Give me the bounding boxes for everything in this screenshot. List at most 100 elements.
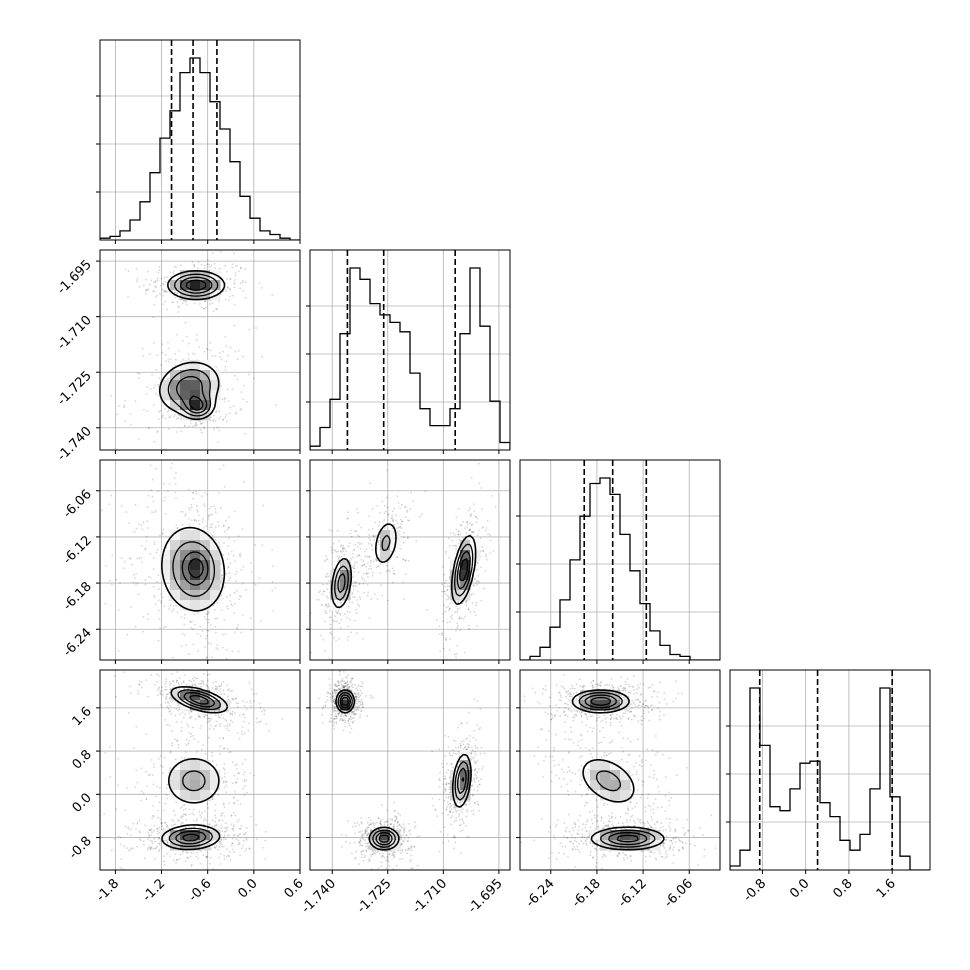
sample-point [245, 837, 248, 840]
sample-point [202, 527, 205, 529]
sample-point [332, 548, 335, 551]
sample-point [455, 605, 458, 608]
sample-point [405, 505, 407, 508]
sample-point [173, 809, 176, 812]
sample-point [225, 270, 228, 273]
sample-point [104, 565, 107, 567]
sample-point [356, 603, 359, 606]
sample-point [336, 611, 339, 614]
sample-point [343, 682, 346, 685]
sample-point [469, 528, 472, 531]
sample-point [325, 576, 328, 579]
sample-point [406, 511, 408, 513]
sample-point [165, 308, 168, 311]
sample-point [226, 605, 229, 608]
sample-point [224, 264, 227, 267]
sample-point [169, 604, 172, 607]
sample-point [449, 810, 451, 813]
sample-point [203, 505, 206, 507]
sample-point [221, 830, 224, 833]
sample-point [225, 781, 228, 783]
sample-point [333, 721, 335, 724]
sample-point [474, 614, 477, 616]
density-cell [160, 830, 171, 841]
sample-point [370, 823, 372, 826]
sample-point [359, 701, 362, 704]
sample-point [182, 716, 185, 719]
sample-point [197, 740, 200, 743]
sample-point [168, 608, 171, 610]
sample-point [159, 692, 162, 695]
sample-point [167, 361, 170, 363]
sample-point [406, 840, 409, 843]
sample-point [457, 534, 460, 536]
sample-point [97, 562, 99, 564]
density-cell [190, 560, 201, 571]
sample-point [386, 469, 389, 472]
sample-point [141, 347, 144, 350]
sample-point [360, 817, 363, 819]
sample-point [186, 683, 188, 686]
sample-point [339, 687, 342, 690]
sample-point [337, 681, 340, 684]
sample-point [386, 859, 389, 862]
sample-point [331, 720, 334, 723]
sample-point [175, 524, 178, 527]
sample-point [473, 802, 476, 804]
sample-point [215, 308, 218, 311]
sample-point [234, 272, 237, 275]
sample-point [359, 839, 362, 842]
sample-point [251, 688, 253, 691]
sample-point [227, 553, 230, 555]
sample-point [331, 697, 334, 699]
density-cell [190, 600, 201, 611]
sample-point [138, 683, 141, 686]
sample-point [176, 679, 178, 682]
sample-point [381, 500, 384, 503]
sample-point [342, 544, 344, 547]
sample-point [172, 301, 175, 304]
sample-point [164, 802, 167, 805]
sample-point [149, 577, 152, 579]
sample-point [185, 644, 188, 646]
sample-point [174, 738, 176, 741]
sample-point [432, 804, 435, 807]
sample-point [128, 849, 131, 852]
sample-point [342, 686, 345, 688]
sample-point [480, 778, 482, 781]
sample-point [211, 840, 213, 842]
sample-point [163, 863, 166, 866]
sample-point [249, 772, 252, 774]
sample-point [219, 843, 222, 845]
sample-point [244, 432, 247, 435]
sample-point [152, 829, 155, 832]
sample-point [214, 820, 217, 823]
sample-point [157, 842, 160, 845]
sample-point [261, 544, 264, 547]
sample-point [396, 495, 399, 497]
sample-point [117, 609, 120, 611]
sample-point [235, 702, 238, 705]
sample-point [446, 621, 449, 624]
sample-point [217, 648, 219, 651]
sample-point [476, 568, 479, 571]
sample-point [326, 558, 329, 560]
sample-point [328, 610, 331, 612]
sample-point [326, 573, 329, 575]
sample-point [396, 817, 398, 820]
sample-point [392, 826, 395, 829]
sample-point [153, 281, 155, 284]
sample-point [367, 846, 370, 849]
sample-point [335, 716, 338, 719]
sample-point [179, 853, 182, 856]
sample-point [366, 826, 369, 829]
density-cell [210, 370, 221, 381]
sample-point [410, 845, 413, 848]
sample-point [214, 803, 217, 806]
sample-point [335, 717, 338, 720]
sample-point [151, 842, 154, 845]
sample-point [322, 706, 325, 708]
sample-point [327, 603, 330, 606]
sample-point [353, 710, 355, 713]
sample-point [234, 712, 236, 715]
